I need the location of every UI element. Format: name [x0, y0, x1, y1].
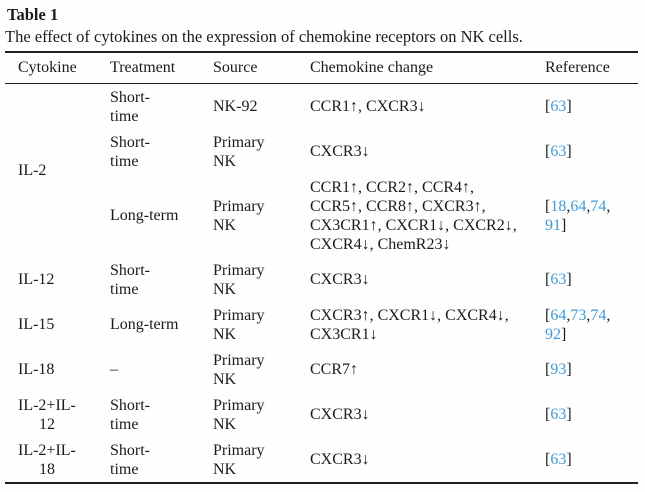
cytokine-label: IL-2+IL- 12 — [18, 396, 76, 433]
citation-link[interactable]: 63 — [550, 143, 567, 160]
citation-link[interactable]: 74 — [590, 306, 607, 324]
table-row: Long-term Primary NK CCR1↑, CCR2↑, CCR4↑, … — [5, 174, 638, 257]
citation-link[interactable]: 63 — [550, 451, 567, 468]
chemokine-change-cell: CXCR3↓ — [310, 271, 370, 288]
citation-link[interactable]: 93 — [550, 361, 567, 378]
source-cell: Primary NK — [213, 351, 265, 388]
column-header-treatment: Treatment — [106, 52, 209, 84]
table-row: IL-18 – Primary NK CCR7↑ [93] — [5, 347, 638, 392]
table-header: Cytokine Treatment Source Chemokine chan… — [5, 52, 638, 84]
chemokine-change-cell: CCR1↑, CXCR3↓ — [310, 98, 426, 115]
cytokine-label: IL-12 — [18, 271, 55, 288]
reference-cell: [63] — [545, 98, 572, 115]
chemokine-change-cell: CXCR3↓ — [310, 406, 370, 423]
column-header-cytokine: Cytokine — [5, 52, 106, 84]
chemokine-change-cell: CXCR3↑, CXCR1↓, CXCR4↓, CX3CR1↓ — [310, 306, 509, 343]
chemokine-change-cell: CXCR3↓ — [310, 143, 370, 160]
citation-link[interactable]: 64 — [550, 306, 567, 324]
citation-link[interactable]: 63 — [550, 98, 567, 115]
chemokine-change-cell: CCR1↑, CCR2↑, CCR4↑, CCR5↑, CCR8↑, CXCR3… — [310, 178, 517, 253]
cytokine-cell: IL-12 — [5, 257, 106, 302]
source-cell: Primary NK — [213, 396, 265, 433]
treatment-cell: – — [110, 361, 118, 378]
reference-cell: [18,64,74, 91] — [545, 197, 611, 234]
table-body: IL-2 Short- time NK-92 CCR1↑, CXCR3↓ [63] Sho… — [5, 84, 638, 484]
treatment-cell: Short- time — [110, 88, 150, 125]
source-cell: Primary NK — [213, 133, 265, 170]
column-header-reference: Reference — [541, 52, 638, 84]
citation-link[interactable]: 91 — [545, 216, 561, 234]
table-row: IL-2+IL- 12 Short- time Primary NK CXCR3↓ [6… — [5, 392, 638, 437]
cytokine-cell: IL-2 — [5, 84, 106, 258]
reference-cell: [93] — [545, 361, 572, 378]
source-cell: NK-92 — [213, 98, 258, 115]
citation-link[interactable]: 73 — [570, 306, 587, 324]
table-label: Table 1 — [7, 5, 59, 24]
cytokine-label: IL-18 — [18, 361, 55, 378]
source-cell: Primary NK — [213, 197, 265, 234]
treatment-cell: Long-term — [110, 316, 179, 333]
chemokine-change-cell: CCR7↑ — [310, 361, 359, 378]
cytokine-cell: IL-2+IL- 18 — [5, 437, 106, 483]
treatment-cell: Short- time — [110, 396, 150, 433]
reference-cell: [63] — [545, 271, 572, 288]
cytokine-chemokine-table: Cytokine Treatment Source Chemokine chan… — [5, 51, 638, 484]
treatment-cell: Short- time — [110, 261, 150, 298]
table-row: IL-2 Short- time NK-92 CCR1↑, CXCR3↓ [63] — [5, 84, 638, 180]
source-cell: Primary NK — [213, 261, 265, 298]
reference-cell: [64,73,74, 92] — [545, 306, 611, 343]
cytokine-label: IL-2+IL- 18 — [18, 441, 76, 478]
cytokine-cell: IL-18 — [5, 347, 106, 392]
column-header-source: Source — [209, 52, 306, 84]
citation-link[interactable]: 64 — [570, 197, 587, 215]
table-row: IL-12 Short- time Primary NK CXCR3↓ [63] — [5, 257, 638, 302]
table-row: Short- time Primary NK CXCR3↓ [63] — [5, 129, 638, 174]
treatment-cell: Short- time — [110, 441, 150, 478]
citation-link[interactable]: 92 — [545, 325, 561, 343]
reference-cell: [63] — [545, 143, 572, 160]
citation-link[interactable]: 74 — [590, 197, 607, 215]
cytokine-label: IL-15 — [18, 316, 55, 333]
chemokine-change-cell: CXCR3↓ — [310, 451, 370, 468]
table-row: IL-2+IL- 18 Short- time Primary NK CXCR3↓ [6… — [5, 437, 638, 483]
cytokine-cell: IL-15 — [5, 302, 106, 347]
treatment-cell: Short- time — [110, 133, 150, 170]
table-row: IL-15 Long-term Primary NK CXCR3↑, CXCR1↓, … — [5, 302, 638, 347]
source-cell: Primary NK — [213, 441, 265, 478]
citation-link[interactable]: 63 — [550, 406, 567, 423]
treatment-cell: Long-term — [110, 207, 179, 224]
reference-cell: [63] — [545, 406, 572, 423]
citation-link[interactable]: 18 — [550, 197, 567, 215]
reference-cell: [63] — [545, 451, 572, 468]
column-header-chemokine-change: Chemokine change — [306, 52, 541, 84]
cytokine-cell: IL-2+IL- 12 — [5, 392, 106, 437]
citation-link[interactable]: 63 — [550, 271, 567, 288]
table-caption: The effect of cytokines on the expressio… — [5, 27, 523, 46]
source-cell: Primary NK — [213, 306, 265, 343]
header-row: Cytokine Treatment Source Chemokine chan… — [5, 52, 638, 84]
cytokine-label: IL-2 — [18, 162, 47, 179]
